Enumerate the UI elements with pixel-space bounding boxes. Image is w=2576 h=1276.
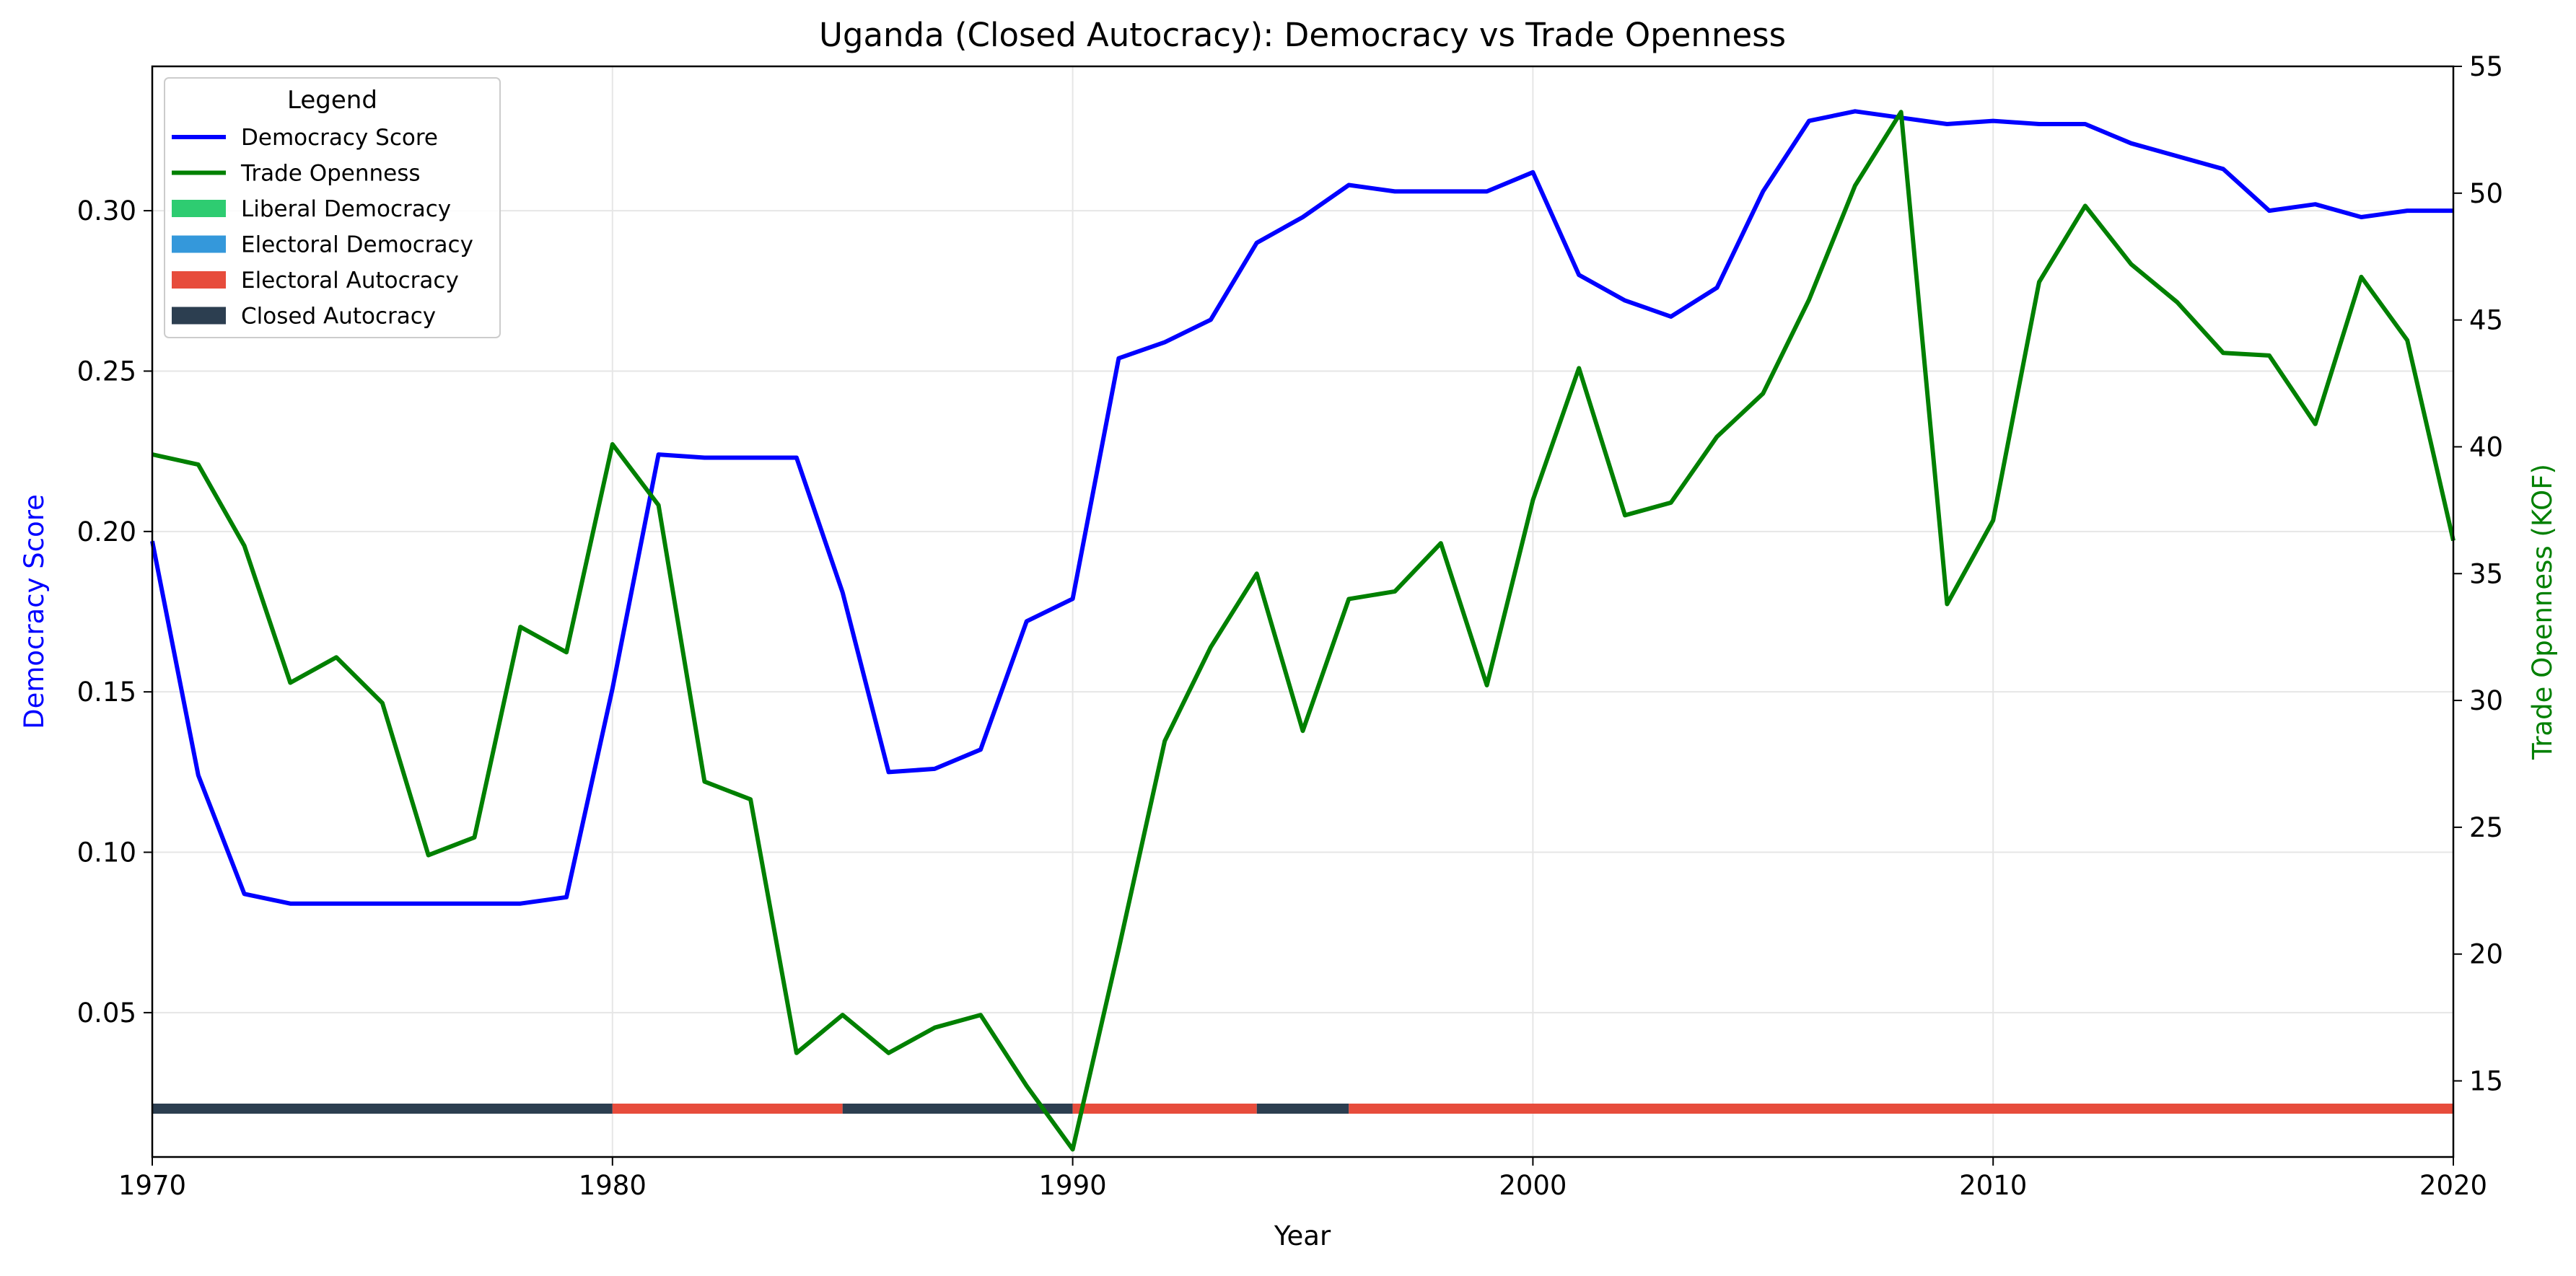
y-tick-label: 0.15	[77, 677, 136, 708]
grid-lines	[152, 66, 2454, 1157]
legend-title: Legend	[287, 86, 377, 115]
y-axis-right: 15 20 25 30 35 40 45 50 55	[2453, 51, 2503, 1097]
legend-entry-label: Electoral Autocracy	[241, 268, 459, 294]
x-tick-label: 2010	[1959, 1170, 2027, 1201]
series-lines	[150, 109, 2455, 1152]
democracy-score-line	[150, 109, 2453, 906]
y-axis-label-left: Democracy Score	[19, 494, 50, 729]
y-tick-label: 0.20	[77, 516, 136, 547]
regime-band	[842, 1104, 1073, 1114]
x-axis: 1970 1980 1990 2000 2010 2020	[118, 1157, 2487, 1201]
chart-title: Uganda (Closed Autocracy): Democracy vs …	[819, 16, 1786, 54]
y2-tick-label: 55	[2469, 51, 2503, 82]
legend-entry-label: Democracy Score	[241, 125, 438, 151]
y2-tick-label: 30	[2469, 685, 2503, 716]
y-tick-label: 0.05	[77, 998, 136, 1029]
x-tick-label: 2020	[2419, 1170, 2487, 1201]
legend: Legend Democracy Score Trade Openness Liber…	[164, 77, 501, 338]
legend-entry-label: Liberal Democracy	[241, 196, 451, 222]
regime-band	[152, 1104, 613, 1114]
y2-tick-label: 50	[2469, 178, 2503, 209]
legend-swatch	[172, 271, 226, 289]
trade-openness-line	[152, 110, 2455, 1152]
y-axis-label-right: Trade Openness (KOF)	[2527, 464, 2558, 760]
regime-band	[1349, 1104, 2453, 1114]
regime-band	[1072, 1104, 1257, 1114]
plot-area-frame	[151, 65, 2455, 1158]
x-tick-label: 1970	[118, 1170, 186, 1201]
regime-band	[1256, 1104, 1349, 1114]
legend-entry-label: Electoral Democracy	[241, 232, 473, 258]
x-axis-label: Year	[1274, 1220, 1331, 1251]
legend-swatch	[172, 200, 226, 217]
regime-band	[612, 1104, 843, 1114]
legend-box	[164, 77, 501, 338]
y2-tick-label: 40	[2469, 431, 2503, 462]
y2-tick-label: 25	[2469, 812, 2503, 843]
y-tick-label: 0.30	[77, 195, 136, 226]
x-tick-label: 2000	[1499, 1170, 1567, 1201]
x-tick-label: 1980	[579, 1170, 647, 1201]
regime-bands	[152, 1104, 2453, 1114]
legend-swatch	[172, 307, 226, 325]
y2-tick-label: 45	[2469, 305, 2503, 336]
legend-entry-label: Closed Autocracy	[241, 304, 436, 330]
legend-entry-label: Trade Openness	[240, 161, 421, 187]
y2-tick-label: 20	[2469, 939, 2503, 970]
legend-swatch	[172, 235, 226, 253]
y-tick-label: 0.10	[77, 837, 136, 868]
x-tick-label: 1990	[1039, 1170, 1107, 1201]
y2-tick-label: 35	[2469, 558, 2503, 589]
y2-tick-label: 15	[2469, 1066, 2503, 1097]
y-axis-left: 0.05 0.10 0.15 0.20 0.25 0.30	[77, 195, 152, 1029]
y-tick-label: 0.25	[77, 356, 136, 387]
